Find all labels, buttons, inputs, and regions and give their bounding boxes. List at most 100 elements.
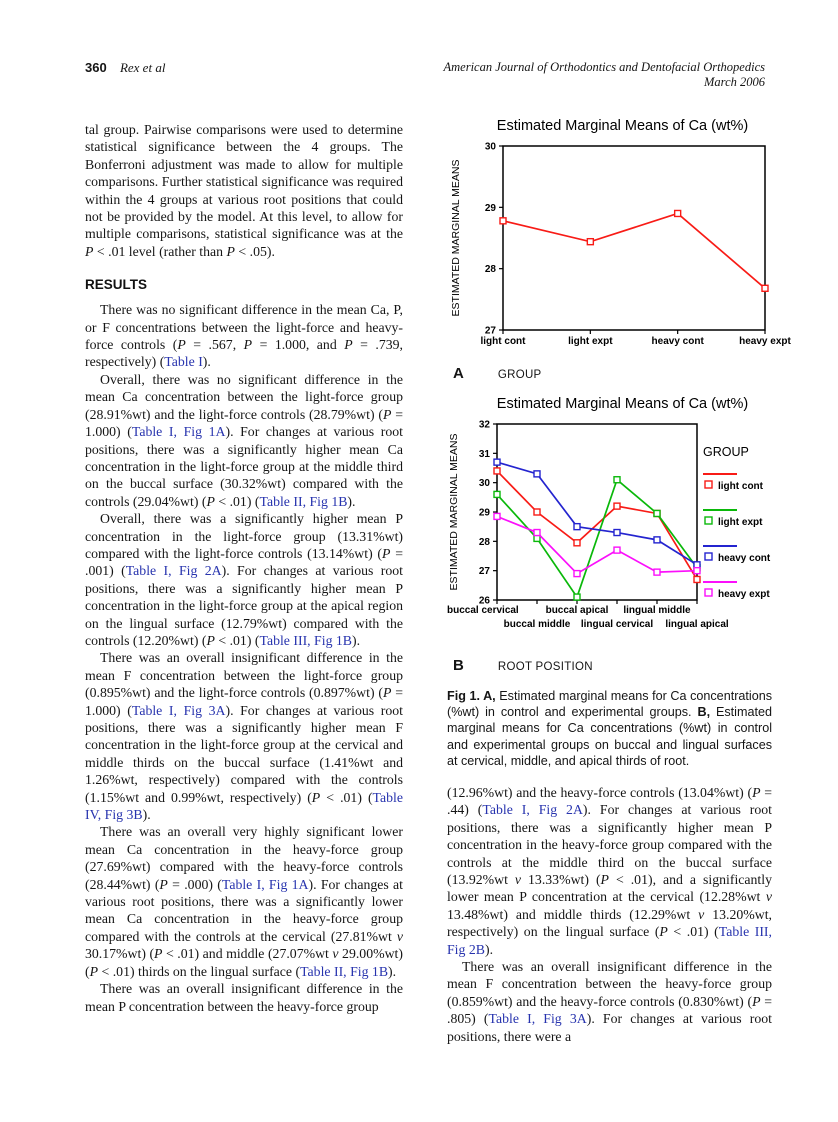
text-segment: < .01), and a significantly lower mean P… (447, 872, 772, 905)
text-segment: < .01) ( (667, 924, 719, 940)
text-segment: (12.96%wt) and the heavy-force controls … (447, 785, 753, 801)
x-tick-label: light expt (568, 336, 613, 347)
legend-title: GROUP (703, 445, 749, 459)
text-segment: P (659, 924, 668, 940)
data-marker (693, 561, 701, 569)
reference-link[interactable]: Table I, Fig 2A (482, 802, 583, 818)
text-segment: Estimated marginal means for Ca concentr… (447, 689, 772, 720)
paragraph: There was an overall very highly signifi… (85, 823, 403, 980)
text-segment: P (243, 337, 253, 353)
text-segment: There was an overall insignificant diffe… (85, 981, 403, 1014)
legend-marker-sample (704, 588, 713, 597)
paragraph: Overall, there was no significant differ… (85, 371, 403, 510)
x-tick-label: heavy cont (652, 336, 705, 347)
text-segment: v (514, 872, 522, 888)
text-segment: tal group. Pairwise comparisons were use… (85, 122, 403, 242)
data-marker (613, 528, 621, 537)
text-segment: Estimated marginal means for Ca concentr… (447, 705, 772, 768)
text-segment: P (206, 632, 215, 648)
reference-link[interactable]: Table I (164, 354, 203, 370)
reference-link[interactable]: Table III, Fig 1B (259, 632, 353, 648)
paragraph: There was no significant difference in t… (85, 301, 403, 371)
text-segment: ). (388, 963, 397, 979)
data-marker (499, 217, 507, 225)
chart-a-title: Estimated Marginal Means of Ca (wt%) (496, 118, 749, 134)
x-tick-label: lingual cervical (581, 619, 653, 630)
y-tick-label: 28 (485, 264, 497, 275)
text-segment: v (765, 889, 772, 905)
text-segment: v (698, 906, 705, 922)
reference-link[interactable]: Table IV, Fig 3B (85, 789, 403, 823)
text-segment: P (226, 243, 235, 259)
right-column: Estimated Marginal Means of Ca (wt%) 27 2… (447, 118, 792, 1045)
data-marker (573, 593, 581, 601)
text-segment: Overall, there was no significant differ… (85, 371, 403, 422)
x-tick-label: buccal middle (504, 619, 571, 630)
text-segment: P (206, 493, 215, 509)
data-marker (573, 569, 581, 578)
text-segment: 13.20%wt, respectively) on the lingual s… (447, 906, 772, 940)
text-segment: 13.33%wt) ( (521, 872, 601, 888)
data-marker (673, 209, 682, 218)
text-segment: v (396, 928, 403, 944)
reference-link[interactable]: Table II, Fig 1B (259, 493, 348, 509)
paragraph: Overall, there was a significantly highe… (85, 510, 403, 649)
series-line-light-expt (496, 478, 698, 599)
x-tick-label: buccal apical (546, 605, 609, 616)
reference-link[interactable]: Table I, Fig 3A (131, 702, 226, 718)
text-segment: B, (697, 705, 711, 720)
text-segment: P (600, 872, 609, 888)
data-marker (493, 512, 501, 521)
data-marker (653, 509, 661, 518)
text-segment: P (382, 406, 392, 422)
data-marker (586, 237, 595, 246)
text-segment: < .01) ( (214, 493, 260, 509)
reference-link[interactable]: Table I, Fig 1A (131, 424, 226, 440)
reference-link[interactable]: Table I, Fig 3A (488, 1011, 587, 1027)
chart-b-title: Estimated Marginal Means of Ca (wt%) (496, 396, 749, 412)
series-line-Ca (502, 212, 766, 289)
text-segment: ). For changes at various root positions… (447, 802, 772, 888)
reference-link[interactable]: Table I, Fig 1A (221, 876, 309, 892)
text-segment: There was an overall insignificant diffe… (447, 959, 772, 1009)
panel-a-letter: A (453, 365, 464, 382)
legend-marker-sample (704, 480, 713, 489)
data-marker (653, 568, 661, 576)
paragraph: There was an overall insignificant diffe… (85, 649, 403, 823)
y-axis-title: ESTIMATED MARGINAL MEANS (448, 434, 460, 591)
right-paragraphs: (12.96%wt) and the heavy-force controls … (447, 784, 772, 1045)
page-header: 360 Rex et al American Journal of Orthod… (85, 60, 765, 90)
legend-entry-label: heavy cont (718, 553, 771, 564)
text-segment: There was an overall very highly signifi… (85, 824, 403, 892)
paragraph: There was an overall insignificant diffe… (447, 958, 772, 1045)
series-line-heavy-cont (496, 461, 698, 566)
data-marker (613, 502, 621, 510)
reference-link[interactable]: Table III, Fig 2B (447, 924, 772, 957)
text-segment: < .01) thirds on the lingual surface ( (98, 963, 301, 979)
text-segment: P (89, 963, 99, 979)
reference-link[interactable]: Table I, Fig 2A (125, 563, 222, 579)
text-segment: P (344, 337, 353, 353)
data-marker (613, 476, 621, 484)
data-marker (693, 575, 701, 584)
reference-link[interactable]: Table II, Fig 1B (300, 963, 389, 979)
chart-b-line-chart: 26 27 28 29 30 31 32 buccal cervical buccal midd… (447, 420, 771, 631)
y-axis-title: ESTIMATED MARGINAL MEANS (450, 160, 462, 317)
plot-frame (502, 145, 766, 331)
header-right: American Journal of Orthodontics and Den… (444, 60, 766, 90)
text-segment: P (382, 685, 392, 701)
text-segment: < .01) ( (214, 632, 260, 648)
chart-b-xaxis-title: ROOT POSITION (497, 661, 593, 673)
x-tick-label: lingual middle (623, 605, 691, 616)
text-segment: = .001) ( (85, 545, 403, 579)
text-segment: P (752, 993, 761, 1009)
text-segment: = .567, (185, 337, 244, 353)
legend-entry-label: light cont (718, 481, 764, 492)
page-number: 360 (85, 60, 107, 75)
text-segment: 29.00%wt) ( (85, 946, 403, 979)
left-paragraphs-body: There was no significant difference in t… (85, 301, 403, 1015)
journal-name: American Journal of Orthodontics and Den… (443, 60, 766, 74)
text-segment: < .01 level (rather than (93, 243, 227, 259)
text-segment: = 1.000, and (252, 337, 345, 353)
